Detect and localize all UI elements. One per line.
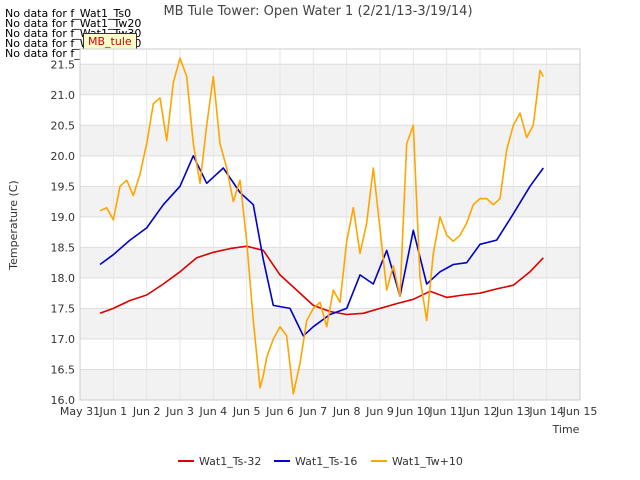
no-data-note: No data for f_Wat1_Tw20 — [5, 17, 142, 30]
background-band — [80, 155, 580, 187]
background-band — [80, 338, 580, 370]
y-axis-label: Temperature (C) — [7, 180, 20, 270]
x-tick-label: Jun 4 — [198, 405, 227, 418]
plot-area — [79, 48, 581, 401]
y-tick-label: 16.0 — [51, 394, 76, 407]
background-band — [80, 64, 580, 95]
x-tick-label: Jun 12 — [462, 405, 498, 418]
background-band — [80, 186, 580, 217]
x-tick-label: Jun 2 — [132, 405, 161, 418]
y-tick-label: 16.5 — [51, 363, 76, 376]
x-tick-label: Jun 6 — [265, 405, 294, 418]
x-tick-label: Jun 15 — [562, 405, 598, 418]
y-tick-label: 18.5 — [51, 241, 76, 254]
x-tick-label: Jun 1 — [98, 405, 127, 418]
chart-title: MB Tule Tower: Open Water 1 (2/21/13-3/1… — [163, 4, 472, 19]
y-tick-label: 17.5 — [51, 302, 76, 315]
y-tick-label: 20.0 — [51, 150, 76, 163]
y-tick-label: 21.5 — [51, 58, 76, 71]
x-tick-label: Jun 10 — [395, 405, 431, 418]
x-tick-label: Jun 8 — [332, 405, 361, 418]
legend-label: Wat1_Tw+10 — [392, 455, 463, 468]
x-tick-label: Jun 9 — [365, 405, 394, 418]
x-tick-label: Jun 13 — [495, 405, 531, 418]
series-line-wat1-ts-16 — [99, 155, 544, 337]
y-tick-label: 19.0 — [51, 211, 76, 224]
x-axis-label: Time — [552, 423, 580, 436]
background-band — [80, 308, 580, 339]
x-tick-label: Jun 3 — [165, 405, 194, 418]
x-tick-label: Jun 7 — [298, 405, 327, 418]
x-tick-label: May 31 — [60, 405, 100, 418]
legend-label: Wat1_Ts-16 — [295, 455, 357, 468]
x-tick-label: Jun 14 — [528, 405, 564, 418]
x-tick-label: Jun 11 — [428, 405, 464, 418]
background-band — [80, 277, 580, 309]
background-band — [80, 369, 580, 400]
background-band — [80, 216, 580, 248]
y-tick-label: 17.0 — [51, 333, 76, 346]
y-tick-label: 21.0 — [51, 89, 76, 102]
y-tick-label: 19.5 — [51, 180, 76, 193]
background-band — [80, 94, 580, 126]
legend-label: Wat1_Ts-32 — [199, 455, 261, 468]
no-data-note: No data for f_Wat1_Ts0 — [5, 7, 132, 20]
legend: Wat1_Ts-32 Wat1_Ts-16 Wat1_Tw+10 — [178, 455, 463, 468]
background-band — [80, 49, 580, 65]
no-data-note: No data for f_Wat1_Tw40 — [5, 37, 142, 50]
background-band — [80, 247, 580, 278]
no-data-note: No data for f_Wat1_Tw30 — [5, 27, 142, 40]
x-tick-label: Jun 5 — [232, 405, 261, 418]
background-band — [80, 125, 580, 156]
y-tick-label: 20.5 — [51, 119, 76, 132]
no-data-note: No data for f_Wat1_Tw50 — [5, 47, 142, 60]
series-line-wat1-tw-10 — [99, 57, 545, 395]
y-tick-label: 18.0 — [51, 272, 76, 285]
